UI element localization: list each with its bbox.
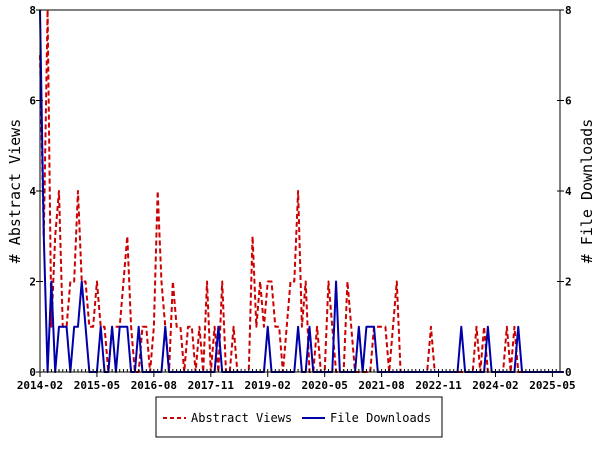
y-left-tick-label: 2	[29, 276, 36, 289]
y-right-axis-ticks: 0 2 4 6 8	[557, 4, 572, 379]
x-tick-label: 2020-05	[301, 379, 347, 392]
x-tick-label: 2024-02	[472, 379, 518, 392]
x-tick-label: 2022-11	[415, 379, 462, 392]
x-tick-label: 2019-02	[245, 379, 291, 392]
y-right-tick-label: 4	[565, 185, 572, 198]
legend-label-abstract-views: Abstract Views	[191, 411, 292, 425]
y-left-tick-label: 4	[29, 185, 36, 198]
y-right-tick-label: 0	[565, 366, 572, 379]
y-left-axis-ticks: 0 2 4 6 8	[29, 4, 43, 379]
minor-ticks	[39, 369, 561, 372]
legend: Abstract Views File Downloads	[155, 396, 443, 438]
x-tick-label: 2016-08	[131, 379, 177, 392]
x-tick-label: 2017-11	[188, 379, 235, 392]
y-left-tick-label: 8	[29, 4, 36, 17]
x-tick-label: 2015-05	[74, 379, 120, 392]
plot-background	[40, 10, 560, 372]
x-tick-label: 2021-08	[358, 379, 404, 392]
x-tick-label: 2025-05	[529, 379, 575, 392]
y-right-tick-label: 8	[565, 4, 572, 17]
series-line-abstract-views	[39, 9, 564, 373]
y-left-tick-label: 0	[29, 366, 36, 379]
y-left-axis-label: # Abstract Views	[6, 119, 24, 264]
y-right-tick-label: 2	[565, 276, 572, 289]
x-axis-ticks: 2014-02 2015-05 2016-08 2017-11 2019-02 2020-…	[17, 372, 576, 392]
x-tick-label: 2014-02	[17, 379, 63, 392]
y-right-tick-label: 6	[565, 95, 572, 108]
legend-box	[155, 396, 443, 438]
y-left-tick-label: 6	[29, 95, 36, 108]
legend-label-file-downloads: File Downloads	[330, 411, 431, 425]
y-right-axis-label: # File Downloads	[578, 119, 596, 264]
